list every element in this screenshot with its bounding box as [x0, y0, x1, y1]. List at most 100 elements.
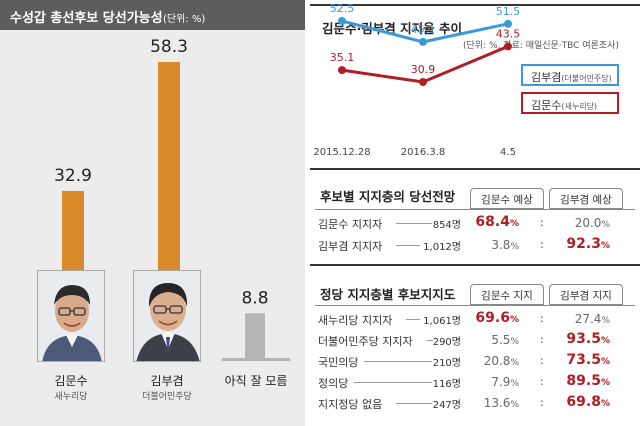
party-row-count: 247명	[432, 400, 461, 411]
baseline-undecided	[222, 358, 290, 361]
party-col-moonsoo: 김문수 지지	[470, 284, 544, 305]
outlook-colon: :	[540, 216, 544, 229]
outlook-header-line	[315, 209, 635, 210]
series-1-point-1	[419, 78, 427, 86]
x-tick-0: 2015.12.28	[313, 147, 370, 158]
trend-divider	[310, 4, 640, 6]
party-row-leader	[427, 340, 433, 341]
kim-moonsoo-photo-icon	[37, 270, 105, 362]
series-0-label-0: 52.5	[330, 2, 355, 15]
kim-bookyum-photo-icon	[133, 270, 201, 362]
party-col-bookyum: 김부겸 지지	[549, 284, 623, 305]
party-row-label: 정의당	[318, 377, 349, 390]
party-row-leader	[364, 361, 433, 362]
outlook-title: 후보별 지지층의 당선전망	[320, 189, 456, 204]
party-header-line	[315, 305, 635, 306]
series-0-label-1: 45.1	[411, 23, 436, 36]
legend-moonsoo: 김문수(새누리당)	[521, 92, 619, 114]
series-1-label-2: 43.5	[496, 27, 521, 40]
outlook-value-bookyum: 20.0%	[574, 216, 610, 230]
trend-source: (단위: %, 자료: 매일신문·TBC 여론조사)	[463, 41, 619, 51]
party-row-count: 116명	[432, 379, 461, 390]
outlook-value-moonsoo: 68.4%	[475, 214, 519, 230]
party-colon: :	[540, 375, 544, 388]
winnability-bar-chart: 32.9 58.3 8.8	[54, 37, 290, 361]
party-colon: :	[540, 354, 544, 367]
winnability-panel: 수성갑 총선후보 당선가능성 (단위: %) 32.9 58.3 8.8	[0, 0, 305, 426]
bar-value-label-2: 8.8	[241, 288, 268, 308]
party-row-leader	[353, 382, 433, 383]
party-row-leader	[395, 403, 433, 404]
legend-moonsoo-party: (새누리당)	[561, 102, 598, 111]
outlook-row-leader	[395, 245, 420, 246]
party-row-label: 지지정당 없음	[318, 398, 383, 411]
outlook-row-count: 1,012명	[423, 242, 461, 253]
legend-moonsoo-name: 김문수	[531, 99, 562, 112]
candidate-party-moonsoo: 새누리당	[54, 392, 88, 402]
series-1-point-2	[504, 42, 512, 51]
legend-bookyum-name: 김부겸	[531, 71, 562, 84]
outlook-row-leader	[395, 223, 433, 224]
outlook-value-bookyum: 92.3%	[566, 236, 610, 252]
party-row-label: 새누리당 지지자	[318, 314, 393, 327]
party-row-label: 더불어민주당 지지자	[318, 335, 413, 348]
bar-value-label-1: 58.3	[150, 37, 188, 57]
outlook-row-label: 김문수 지지자	[318, 218, 383, 231]
x-tick-1: 2016.3.8	[401, 147, 446, 158]
candidate-party-bookyum: 더불어민주당	[142, 392, 192, 402]
series-0-point-0	[338, 17, 346, 25]
party-value-moonsoo: 69.6%	[475, 310, 519, 326]
party-row: 지지정당 없음 247명 13.6% 69.8%:	[318, 394, 638, 414]
x-tick-2: 4.5	[500, 147, 516, 158]
series-0-point-2	[504, 19, 512, 28]
party-value-bookyum: 27.4%	[574, 312, 610, 326]
party-divider	[310, 264, 640, 266]
party-row: 정의당 116명 7.9% 89.5%:	[318, 373, 638, 393]
outlook-col-moonsoo: 김문수 예상	[470, 188, 544, 209]
outlook-colon: :	[540, 238, 544, 251]
series-0-point-1	[419, 37, 427, 46]
legend-bookyum-party: (더불어민주당)	[561, 74, 612, 83]
winnability-unit: (단위: %)	[163, 14, 206, 25]
party-colon: :	[540, 396, 544, 409]
series-1-label-0: 35.1	[330, 51, 355, 64]
party-row-leader	[406, 319, 420, 320]
outlook-row-label: 김부겸 지지자	[318, 240, 383, 253]
party-colon: :	[540, 333, 544, 346]
outlook-row-count: 854명	[432, 220, 461, 231]
party-row-label: 국민의당	[318, 356, 359, 369]
series-0-label-2: 51.5	[496, 5, 521, 18]
candidate-name-undecided: 아직 잘 모름	[224, 374, 288, 388]
winnability-header: 수성갑 총선후보 당선가능성 (단위: %)	[0, 0, 305, 30]
party-value-bookyum: 89.5%	[566, 373, 610, 389]
party-value-bookyum: 93.5%	[566, 331, 610, 347]
party-value-bookyum: 69.8%	[566, 394, 610, 410]
party-value-bookyum: 73.5%	[566, 352, 610, 368]
series-1-label-1: 30.9	[411, 63, 436, 76]
party-value-moonsoo: 5.5%	[491, 333, 519, 347]
outlook-row: 김문수 지지자 854명 68.4% 20.0%:	[318, 214, 638, 234]
party-colon: :	[540, 312, 544, 325]
party-value-moonsoo: 7.9%	[491, 375, 519, 389]
party-row-count: 1,061명	[423, 316, 461, 327]
outlook-value-moonsoo: 3.8%	[491, 238, 519, 252]
outlook-row: 김부겸 지지자 1,012명 3.8% 92.3%:	[318, 236, 638, 256]
party-row: 새누리당 지지자 1,061명 69.6% 27.4%:	[318, 310, 638, 330]
party-title: 정당 지지층별 후보지지도	[320, 287, 456, 302]
party-row: 국민의당 210명 20.8% 73.5%:	[318, 352, 638, 372]
party-value-moonsoo: 13.6%	[483, 396, 519, 410]
trend-line-chart: 52.5 45.1 51.5 35.1 30.9 43.5 2015.12.28 2016.3…	[313, 2, 521, 158]
party-row-count: 210명	[432, 358, 461, 369]
party-row-count: 290명	[432, 337, 461, 348]
legend-bookyum: 김부겸(더불어민주당)	[521, 64, 619, 86]
winnability-title: 수성갑 총선후보 당선가능성	[10, 11, 163, 26]
bar-value-label-0: 32.9	[54, 166, 92, 186]
outlook-col-bookyum: 김부겸 예상	[549, 188, 623, 209]
candidate-name-bookyum: 김부겸	[150, 374, 184, 388]
bar-2	[245, 313, 265, 358]
outlook-divider	[310, 168, 640, 170]
party-row: 더불어민주당 지지자 290명 5.5% 93.5%:	[318, 331, 638, 351]
candidate-name-moonsoo: 김문수	[54, 374, 88, 388]
party-value-moonsoo: 20.8%	[483, 354, 519, 368]
series-1-point-0	[338, 66, 346, 75]
